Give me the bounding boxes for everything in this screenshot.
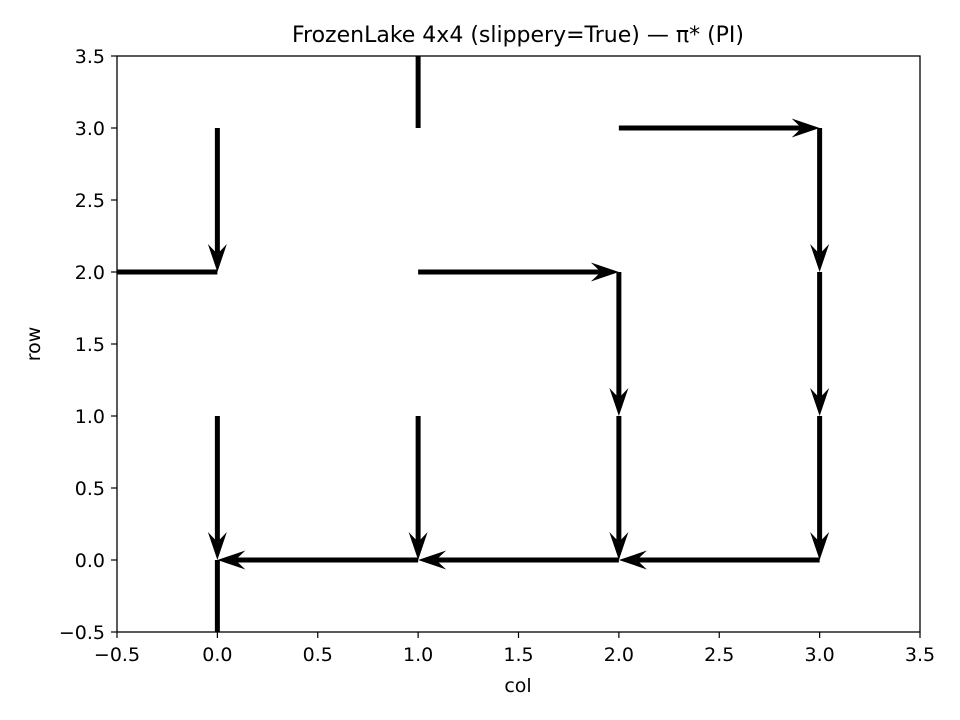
y-tick-label: 3.5	[75, 46, 105, 68]
y-tick-label: 1.5	[75, 334, 105, 356]
policy-arrow	[217, 550, 419, 570]
x-tick-label: 2.5	[704, 644, 734, 666]
arrow-head	[217, 550, 246, 570]
arrow-head	[609, 388, 629, 416]
arrow-head	[408, 532, 428, 560]
arrow-head	[418, 550, 447, 570]
chart-title: FrozenLake 4x4 (slippery=True) — π* (PI)	[292, 23, 744, 48]
x-tick-label: 1.5	[503, 644, 533, 666]
arrow-head	[609, 532, 629, 560]
arrow-head	[618, 550, 647, 570]
x-tick-label: 1.0	[403, 644, 433, 666]
arrow-head	[810, 532, 830, 560]
policy-arrow	[810, 416, 830, 560]
arrow-head	[810, 244, 830, 272]
y-tick-label: 0.5	[75, 478, 105, 500]
x-tick-label: 0.5	[303, 644, 333, 666]
y-tick-label: 3.0	[75, 118, 105, 140]
y-axis: −0.5 0.0 0.5 1.0 1.5 2.0 2.5 3.0 3.5	[59, 46, 117, 644]
x-axis-label: col	[504, 675, 531, 697]
policy-arrow	[618, 118, 820, 138]
policy-arrow	[810, 272, 830, 416]
arrow-head	[810, 388, 830, 416]
y-tick-label: 1.0	[75, 406, 105, 428]
y-tick-label: 2.5	[75, 190, 105, 212]
policy-arrow	[418, 262, 619, 282]
arrow-head	[207, 244, 227, 272]
y-axis-label: row	[23, 327, 45, 362]
plot-frame	[116, 55, 921, 633]
arrow-head	[207, 532, 227, 560]
policy-arrow	[207, 416, 227, 560]
y-tick-label: 2.0	[75, 262, 105, 284]
x-axis: −0.5 0.0 0.5 1.0 1.5 2.0 2.5 3.0 3.5	[94, 632, 935, 666]
quiver-arrows	[117, 56, 830, 632]
x-tick-label: 0.0	[202, 644, 232, 666]
arrow-head	[590, 262, 619, 282]
arrow-head	[791, 118, 820, 138]
y-tick-label: 0.0	[75, 550, 105, 572]
policy-arrow	[609, 272, 629, 416]
policy-arrow	[418, 550, 619, 570]
x-tick-label: 3.0	[805, 644, 835, 666]
policy-arrow	[618, 550, 820, 570]
y-tick-label: −0.5	[59, 622, 105, 644]
policy-arrow	[609, 416, 629, 560]
x-tick-label: 3.5	[905, 644, 935, 666]
x-tick-label: 2.0	[604, 644, 634, 666]
policy-arrow	[408, 416, 428, 560]
policy-arrow	[810, 128, 830, 272]
policy-arrow	[207, 128, 227, 272]
x-tick-label: −0.5	[94, 644, 140, 666]
